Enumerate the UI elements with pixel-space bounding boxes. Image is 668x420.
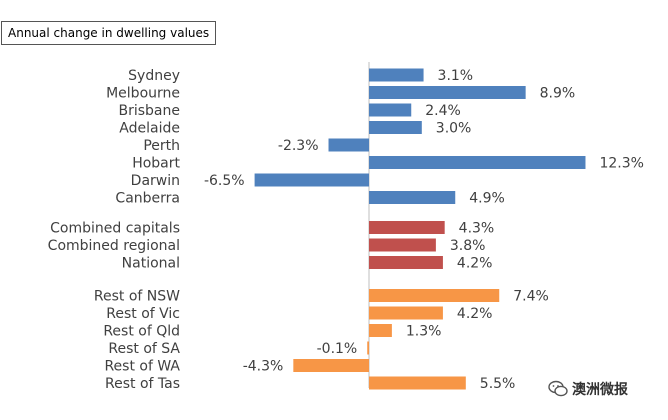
- category-label: Melbourne: [106, 86, 180, 102]
- category-label: Hobart: [132, 156, 180, 172]
- bar-rest-of-nsw: [369, 289, 500, 302]
- category-label: Rest of NSW: [94, 289, 180, 305]
- bar-perth: [328, 138, 369, 152]
- data-label: 4.2%: [457, 306, 493, 322]
- data-label: -4.3%: [243, 359, 284, 375]
- bar-canberra: [369, 191, 456, 204]
- bar-national: [369, 256, 443, 269]
- data-label: 12.3%: [599, 156, 643, 172]
- category-label: Adelaide: [119, 121, 180, 137]
- bar-rest-of-qld: [369, 324, 392, 337]
- bar-hobart: [369, 156, 586, 169]
- watermark-text: 澳洲微报: [572, 382, 628, 398]
- data-label: 4.2%: [457, 256, 493, 272]
- bar-rest-of-wa: [293, 359, 369, 372]
- bar-melbourne: [369, 86, 526, 99]
- chart-title: Annual change in dwelling values: [1, 21, 217, 45]
- data-label: 2.4%: [425, 103, 461, 119]
- wechat-icon: [548, 380, 568, 397]
- category-label: Combined regional: [48, 238, 180, 254]
- bar-rest-of-vic: [369, 306, 443, 320]
- data-label: 1.3%: [406, 324, 442, 340]
- data-label: 4.9%: [469, 191, 505, 207]
- category-label: Rest of Tas: [105, 376, 180, 392]
- category-label: Rest of WA: [104, 359, 180, 375]
- category-label: Sydney: [128, 68, 180, 84]
- bar-rest-of-tas: [369, 376, 466, 390]
- bar-brisbane: [369, 103, 412, 117]
- data-label: -0.1%: [317, 341, 358, 357]
- bar-combined-regional: [369, 238, 436, 252]
- data-label: 3.8%: [450, 238, 486, 254]
- category-label: Rest of Qld: [103, 324, 180, 340]
- data-label: 3.0%: [436, 121, 472, 137]
- category-label: Perth: [143, 138, 180, 154]
- bar-sydney: [369, 68, 424, 82]
- data-label: 8.9%: [540, 86, 576, 102]
- bar-adelaide: [369, 121, 422, 134]
- bar-darwin: [254, 173, 369, 187]
- data-label: 7.4%: [513, 289, 549, 305]
- category-label: Rest of SA: [108, 341, 180, 357]
- data-label: -2.3%: [278, 138, 319, 154]
- category-label: Rest of Vic: [106, 306, 180, 322]
- watermark: 澳洲微报: [548, 379, 628, 399]
- category-label: Combined capitals: [50, 221, 180, 237]
- category-label: National: [122, 256, 180, 272]
- bar-rest-of-sa: [367, 341, 369, 355]
- category-label: Brisbane: [119, 103, 181, 119]
- category-label: Darwin: [131, 173, 180, 189]
- data-label: 3.1%: [438, 68, 474, 84]
- data-label: 4.3%: [459, 221, 495, 237]
- data-label: 5.5%: [480, 376, 516, 392]
- bar-combined-capitals: [369, 221, 445, 234]
- category-label: Canberra: [115, 191, 180, 207]
- data-label: -6.5%: [204, 173, 245, 189]
